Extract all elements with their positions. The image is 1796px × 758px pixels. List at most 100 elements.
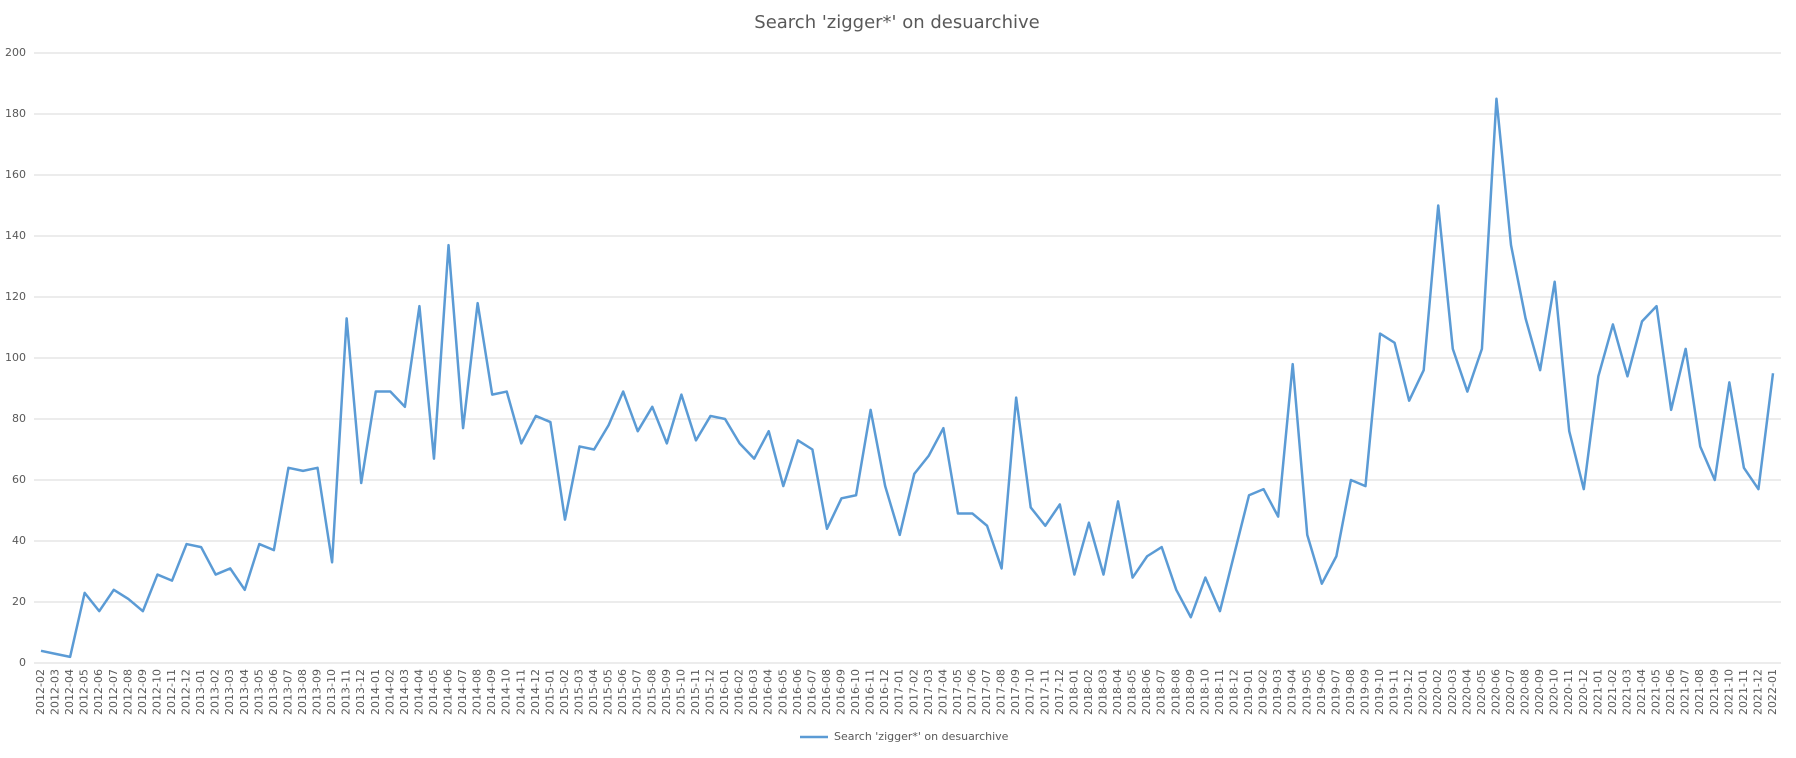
x-tick-label: 2012-06 xyxy=(92,669,105,715)
x-tick-label: 2020-09 xyxy=(1533,669,1546,715)
y-tick-label: 180 xyxy=(5,107,26,120)
x-tick-label: 2018-03 xyxy=(1096,669,1109,715)
x-tick-label: 2018-09 xyxy=(1184,669,1197,715)
x-tick-label: 2018-12 xyxy=(1227,669,1240,715)
x-tick-label: 2015-10 xyxy=(674,669,687,715)
x-tick-label: 2014-12 xyxy=(529,669,542,715)
x-tick-label: 2019-03 xyxy=(1271,669,1284,715)
x-tick-label: 2012-05 xyxy=(78,669,91,715)
x-tick-label: 2013-07 xyxy=(281,669,294,715)
x-tick-label: 2012-09 xyxy=(136,669,149,715)
x-tick-label: 2012-07 xyxy=(107,669,120,715)
x-tick-label: 2014-10 xyxy=(500,669,513,715)
x-tick-label: 2018-02 xyxy=(1082,669,1095,715)
x-tick-label: 2021-01 xyxy=(1591,669,1604,715)
x-tick-label: 2019-08 xyxy=(1344,669,1357,715)
legend-label: Search 'zigger*' on desuarchive xyxy=(834,730,1009,743)
x-tick-label: 2013-03 xyxy=(223,669,236,715)
x-tick-label: 2013-08 xyxy=(296,669,309,715)
chart-title: Search 'zigger*' on desuarchive xyxy=(754,12,1039,33)
x-tick-label: 2012-12 xyxy=(180,669,193,715)
x-tick-label: 2017-07 xyxy=(980,669,993,715)
x-tick-label: 2015-07 xyxy=(631,669,644,715)
x-tick-label: 2019-04 xyxy=(1286,669,1299,715)
x-tick-label: 2019-10 xyxy=(1373,669,1386,715)
x-tick-label: 2021-06 xyxy=(1664,669,1677,715)
x-tick-label: 2013-09 xyxy=(311,669,324,715)
x-tick-label: 2018-08 xyxy=(1169,669,1182,715)
x-tick-label: 2021-11 xyxy=(1737,669,1750,715)
y-tick-label: 200 xyxy=(5,46,26,59)
y-tick-label: 20 xyxy=(12,595,26,608)
x-tick-label: 2017-05 xyxy=(951,669,964,715)
x-tick-label: 2020-01 xyxy=(1417,669,1430,715)
x-tick-label: 2020-12 xyxy=(1577,669,1590,715)
x-tick-label: 2012-11 xyxy=(165,669,178,715)
x-tick-label: 2021-03 xyxy=(1620,669,1633,715)
y-tick-label: 40 xyxy=(12,534,26,547)
x-tick-label: 2015-08 xyxy=(645,669,658,715)
data-line xyxy=(40,97,1775,659)
x-tick-label: 2015-11 xyxy=(689,669,702,715)
x-tick-label: 2017-03 xyxy=(922,669,935,715)
x-tick-label: 2016-05 xyxy=(776,669,789,715)
x-tick-label: 2015-09 xyxy=(660,669,673,715)
x-tick-label: 2017-11 xyxy=(1038,669,1051,715)
x-tick-label: 2014-08 xyxy=(471,669,484,715)
x-tick-label: 2013-11 xyxy=(340,669,353,715)
x-tick-label: 2016-07 xyxy=(805,669,818,715)
x-tick-label: 2020-03 xyxy=(1446,669,1459,715)
x-tick-label: 2018-11 xyxy=(1213,669,1226,715)
x-tick-label: 2018-05 xyxy=(1126,669,1139,715)
x-tick-label: 2014-07 xyxy=(456,669,469,715)
x-tick-label: 2018-04 xyxy=(1111,669,1124,715)
x-tick-label: 2014-01 xyxy=(369,669,382,715)
x-tick-label: 2015-06 xyxy=(616,669,629,715)
x-tick-label: 2020-05 xyxy=(1475,669,1488,715)
x-tick-label: 2019-05 xyxy=(1300,669,1313,715)
x-tick-label: 2017-08 xyxy=(995,669,1008,715)
x-tick-label: 2019-06 xyxy=(1315,669,1328,715)
x-tick-label: 2013-01 xyxy=(194,669,207,715)
x-tick-label: 2016-02 xyxy=(733,669,746,715)
x-tick-label: 2016-09 xyxy=(835,669,848,715)
x-tick-label: 2014-06 xyxy=(442,669,455,715)
x-tick-label: 2021-07 xyxy=(1679,669,1692,715)
x-tick-label: 2018-06 xyxy=(1140,669,1153,715)
x-tick-label: 2020-04 xyxy=(1460,669,1473,715)
x-tick-label: 2021-10 xyxy=(1722,669,1735,715)
x-tick-label: 2015-05 xyxy=(602,669,615,715)
x-tick-label: 2017-10 xyxy=(1024,669,1037,715)
x-tick-label: 2021-09 xyxy=(1708,669,1721,715)
y-tick-label: 0 xyxy=(19,656,26,669)
x-tick-label: 2017-12 xyxy=(1053,669,1066,715)
x-tick-label: 2012-04 xyxy=(63,669,76,715)
x-tick-label: 2020-07 xyxy=(1504,669,1517,715)
x-tick-label: 2014-11 xyxy=(514,669,527,715)
x-tick-label: 2013-10 xyxy=(325,669,338,715)
x-tick-label: 2014-09 xyxy=(485,669,498,715)
x-tick-label: 2017-04 xyxy=(936,669,949,715)
x-tick-label: 2018-07 xyxy=(1155,669,1168,715)
x-tick-label: 2020-06 xyxy=(1489,669,1502,715)
x-tick-label: 2016-06 xyxy=(791,669,804,715)
x-tick-label: 2020-02 xyxy=(1431,669,1444,715)
x-tick-label: 2016-08 xyxy=(820,669,833,715)
x-tick-label: 2016-12 xyxy=(878,669,891,715)
x-tick-label: 2014-05 xyxy=(427,669,440,715)
x-tick-label: 2017-09 xyxy=(1009,669,1022,715)
y-tick-label: 160 xyxy=(5,168,26,181)
x-tick-label: 2020-10 xyxy=(1548,669,1561,715)
x-tick-label: 2017-01 xyxy=(893,669,906,715)
x-tick-label: 2013-02 xyxy=(209,669,222,715)
x-tick-label: 2019-02 xyxy=(1257,669,1270,715)
x-tick-label: 2013-04 xyxy=(238,669,251,715)
x-tick-label: 2016-01 xyxy=(718,669,731,715)
y-tick-label: 120 xyxy=(5,290,26,303)
x-tick-label: 2022-01 xyxy=(1766,669,1779,715)
y-tick-label: 140 xyxy=(5,229,26,242)
y-tick-label: 100 xyxy=(5,351,26,364)
x-tick-label: 2012-02 xyxy=(34,669,47,715)
x-tick-label: 2021-04 xyxy=(1635,669,1648,715)
